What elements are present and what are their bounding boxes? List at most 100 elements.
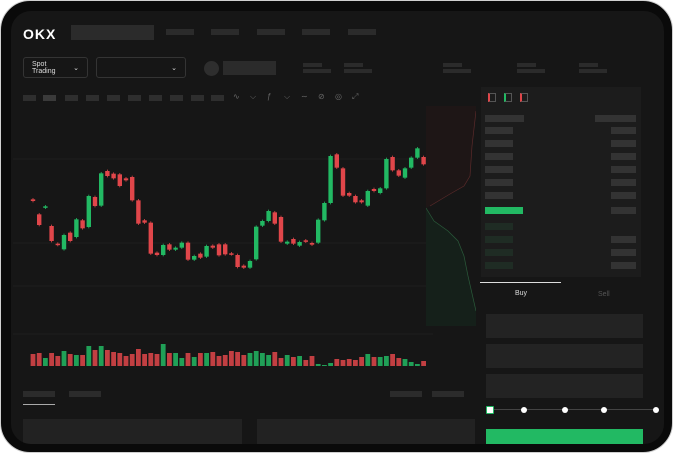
timeframe-button[interactable] — [43, 95, 56, 101]
slider-step-75[interactable] — [601, 407, 607, 413]
volume-bar — [111, 352, 116, 366]
volume-bar — [105, 350, 110, 366]
ask-price — [485, 127, 513, 134]
candle-down — [111, 173, 116, 179]
volume-bar — [402, 359, 408, 366]
volume-bar — [142, 354, 147, 366]
volume-bar — [229, 351, 234, 366]
candle-down — [55, 243, 60, 246]
volume-bar — [421, 361, 426, 366]
volume-bar — [173, 353, 178, 366]
stat-value — [443, 69, 471, 73]
depth-bids-area — [426, 208, 476, 326]
magnet-icon[interactable]: ⊘ — [318, 92, 325, 101]
volume-bar — [55, 356, 61, 366]
amount-slider[interactable] — [491, 409, 656, 410]
timeframe-button[interactable] — [211, 95, 224, 101]
timeframe-button[interactable] — [170, 95, 183, 101]
nav-item[interactable] — [348, 29, 376, 35]
tab-sell[interactable]: Sell — [598, 291, 610, 298]
candle-down — [309, 243, 315, 245]
amount-input[interactable] — [486, 344, 643, 368]
candle-down — [291, 239, 296, 244]
timeframe-button[interactable] — [191, 95, 204, 101]
candle-up — [266, 211, 271, 221]
candle-up — [322, 203, 327, 221]
indicator-icon[interactable]: ⌵ — [250, 92, 257, 101]
candle-down — [396, 170, 401, 176]
timeframe-button[interactable] — [65, 95, 78, 101]
candle-down — [130, 177, 135, 201]
tab-buy[interactable]: Buy — [515, 290, 528, 297]
nav-item[interactable] — [166, 29, 194, 35]
timeframe-button[interactable] — [107, 95, 120, 101]
volume-bar — [284, 355, 290, 366]
volume-bar — [266, 355, 271, 366]
ask-price — [485, 192, 513, 199]
timeframe-button[interactable] — [86, 95, 99, 101]
volume-bar — [92, 350, 98, 366]
tab-open-orders[interactable] — [23, 391, 55, 397]
slider-step-50[interactable] — [562, 407, 568, 413]
nav-item[interactable] — [257, 29, 285, 35]
candle-down — [185, 242, 191, 260]
candle-up — [74, 219, 79, 237]
spot-trading-label: Spot Trading — [32, 60, 56, 75]
draw-icon[interactable]: ∼ — [301, 92, 308, 101]
bid-price — [485, 249, 513, 256]
orderbook-bids-icon[interactable] — [504, 93, 512, 102]
candle-up — [316, 219, 321, 243]
volume-bar — [247, 353, 253, 366]
stat-label — [517, 63, 536, 67]
slider-handle[interactable] — [486, 406, 494, 414]
volume-bar — [61, 351, 67, 366]
timeframe-button[interactable] — [23, 95, 36, 101]
search-bar[interactable] — [71, 25, 154, 40]
buy-button[interactable] — [486, 429, 643, 444]
line-chart-icon[interactable]: ∿ — [233, 92, 240, 101]
total-input[interactable] — [486, 374, 643, 398]
filter-button[interactable] — [432, 391, 464, 397]
volume-bar — [43, 358, 48, 366]
timeframe-button[interactable] — [128, 95, 141, 101]
target-icon[interactable]: ◎ — [335, 92, 342, 101]
filter-button[interactable] — [390, 391, 422, 397]
volume-bar — [415, 364, 420, 366]
slider-step-100[interactable] — [653, 407, 659, 413]
price-input[interactable] — [486, 314, 643, 338]
coin-icon — [204, 61, 219, 76]
volume-bar — [384, 356, 389, 366]
candle-down — [136, 200, 141, 224]
nav-item[interactable] — [211, 29, 239, 35]
stat-label — [443, 63, 462, 67]
candle-down — [148, 222, 153, 254]
nav-item[interactable] — [302, 29, 330, 35]
volume-bar — [334, 359, 340, 366]
app-screen: OKX Spot Trading ⌄ ⌄ ∿ ⌵ ƒ ⌵ ∼ ⊘ ◎ ⤢ Buy Sell — [11, 11, 664, 444]
candle-down — [223, 244, 228, 255]
volume-bar — [390, 354, 395, 366]
orderbook-both-icon[interactable] — [488, 93, 496, 102]
candle-down — [421, 157, 426, 165]
volume-bar — [353, 360, 358, 366]
orderbook-asks-icon[interactable] — [520, 93, 528, 102]
volume-bar — [365, 354, 371, 366]
tab-order-history[interactable] — [69, 391, 101, 397]
slider-step-25[interactable] — [521, 407, 527, 413]
volume-bar — [185, 353, 191, 366]
trend-icon[interactable]: ⌵ — [284, 92, 291, 101]
pair-select[interactable]: ⌄ — [96, 57, 186, 78]
fx-icon[interactable]: ƒ — [267, 92, 272, 101]
candle-down — [142, 220, 147, 223]
volume-bar — [154, 354, 160, 366]
timeframe-button[interactable] — [149, 95, 162, 101]
chevron-down-icon: ⌄ — [73, 64, 79, 72]
stat-value — [579, 69, 607, 73]
orderbook-header — [485, 115, 524, 122]
spot-trading-button[interactable]: Spot Trading ⌄ — [23, 57, 88, 78]
volume-bar — [322, 365, 327, 366]
volume-bar — [359, 357, 364, 366]
fullscreen-icon[interactable]: ⤢ — [352, 92, 359, 101]
ask-size — [611, 153, 636, 160]
candlestick-chart[interactable] — [13, 106, 476, 371]
